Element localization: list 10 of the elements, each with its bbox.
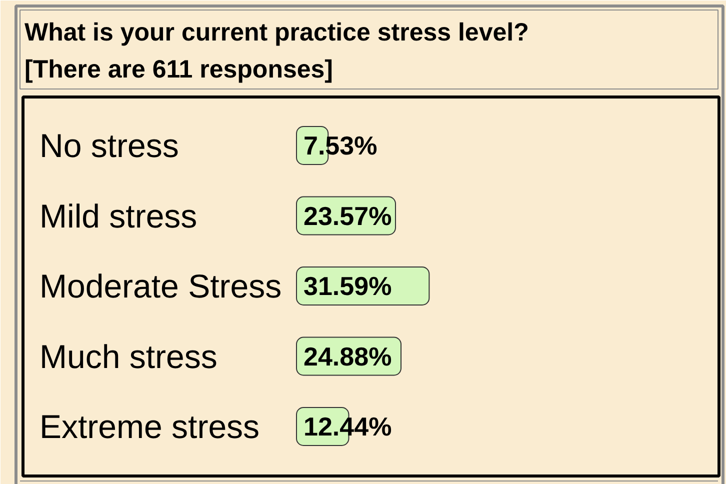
y-tick-label: Moderate Stress: [40, 268, 282, 304]
chart-title: What is your current practice stress level?: [24, 18, 529, 46]
y-tick-label: Mild stress: [40, 197, 198, 234]
y-tick-label: Much stress: [40, 338, 218, 375]
data-label: 23.57%: [304, 200, 392, 231]
data-label: 31.59%: [304, 271, 392, 301]
y-tick-label: Extreme stress: [40, 408, 260, 445]
data-label: 24.88%: [304, 341, 392, 372]
chart-subtitle: [There are 611 responses]: [24, 56, 333, 84]
y-tick-label: No stress: [40, 127, 179, 164]
